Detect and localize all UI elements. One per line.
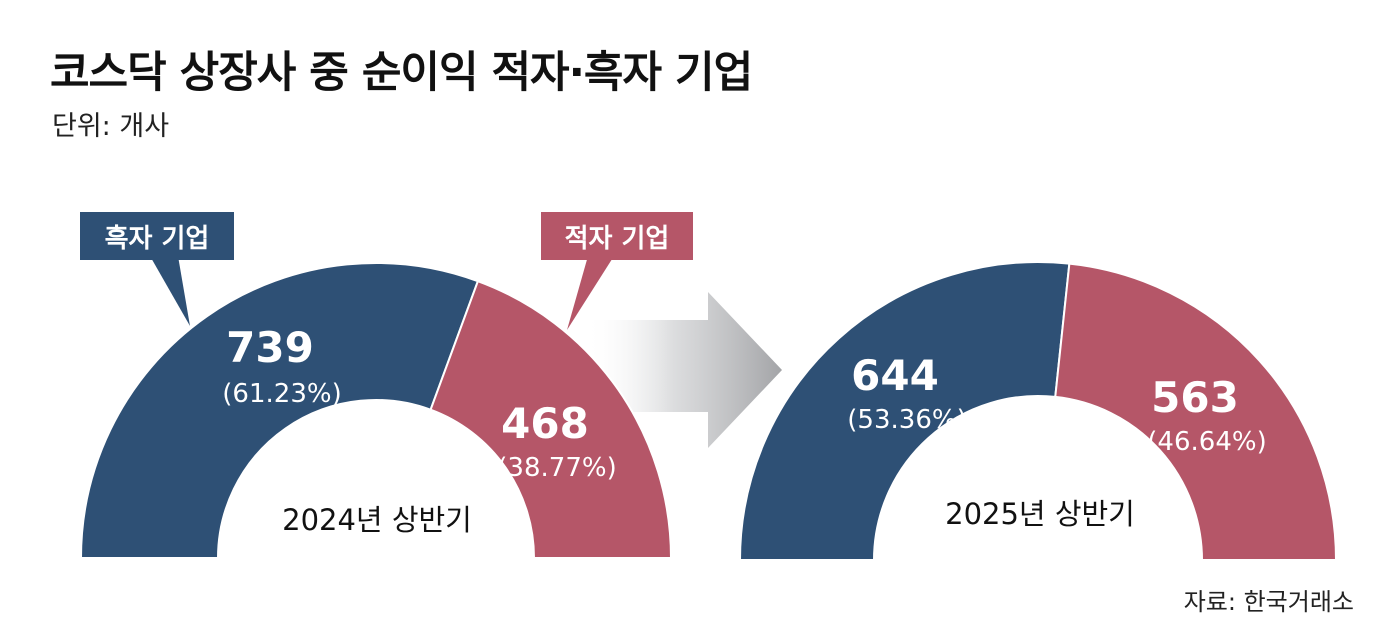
- arc-2024-profit: [79, 262, 480, 559]
- value-2024-loss: 468: [501, 399, 589, 448]
- value-2024-profit: 739: [226, 323, 314, 372]
- arc-2024-loss: [429, 279, 673, 559]
- transition-arrow: [585, 292, 782, 448]
- callout-loss-pointer: [567, 256, 614, 330]
- title-2024: 2024년 상반기: [282, 503, 472, 537]
- callout-profit-pointer: [150, 256, 190, 326]
- source-note: 자료: 한국거래소: [1183, 588, 1354, 616]
- callout-loss-label: 적자 기업: [565, 224, 670, 254]
- donut-2025: 644 (53.36%) 563 (46.64%) 2025년 상반기: [738, 261, 1338, 561]
- arc-2025-profit: [738, 261, 1071, 561]
- title-2025: 2025년 상반기: [945, 497, 1135, 531]
- callout-profit-box: [80, 212, 234, 260]
- pct-2025-profit: (53.36%): [847, 405, 966, 435]
- arc-2025-loss: [1054, 262, 1338, 561]
- pct-2024-profit: (61.23%): [222, 379, 341, 409]
- unit-label: 단위: 개사: [52, 111, 170, 142]
- callout-profit-label: 흑자 기업: [105, 224, 210, 254]
- callout-loss: 적자 기업: [541, 212, 693, 330]
- pct-2025-loss: (46.64%): [1147, 427, 1266, 457]
- callout-profit: 흑자 기업: [80, 212, 234, 326]
- value-2025-profit: 644: [851, 351, 939, 400]
- pct-2024-loss: (38.77%): [497, 453, 616, 483]
- page-title: 코스닥 상장사 중 순이익 적자·흑자 기업: [50, 48, 753, 98]
- donut-2024: 739 (61.23%) 468 (38.77%) 2024년 상반기: [79, 262, 673, 559]
- callout-loss-box: [541, 212, 693, 260]
- value-2025-loss: 563: [1151, 373, 1239, 422]
